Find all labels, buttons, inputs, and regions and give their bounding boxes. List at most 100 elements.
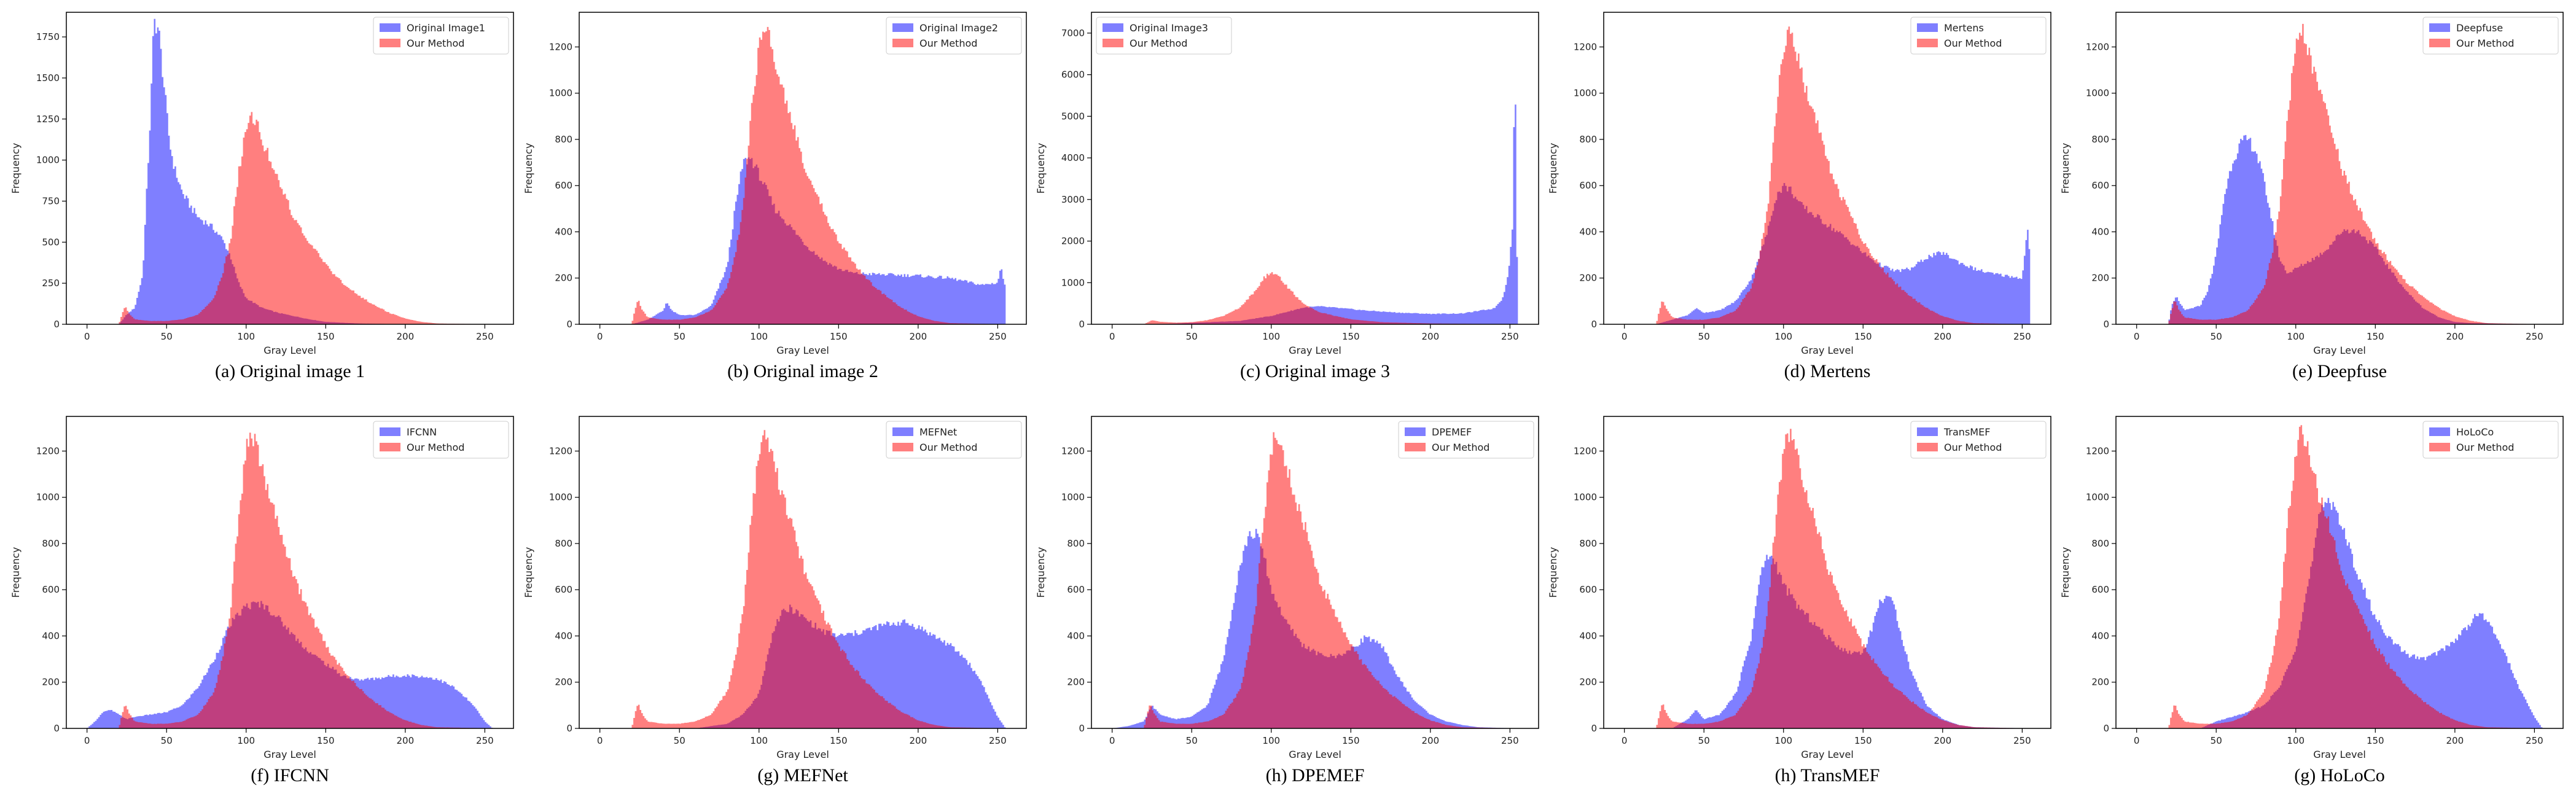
y-tick-label: 400 — [2091, 226, 2109, 237]
y-tick-label: 800 — [1579, 538, 1597, 549]
x-tick-label: 100 — [237, 735, 255, 746]
x-tick-label: 100 — [1774, 331, 1792, 342]
y-tick-label: 400 — [1579, 630, 1597, 641]
panel-caption: (g) MEFNet — [757, 765, 848, 786]
y-tick-label: 7000 — [1061, 28, 1085, 39]
x-tick-label: 150 — [2367, 735, 2384, 746]
legend-swatch — [1917, 23, 1938, 32]
y-tick-label: 0 — [53, 723, 60, 734]
y-tick-label: 6000 — [1061, 69, 1085, 80]
x-tick-label: 150 — [1342, 331, 1360, 342]
y-tick-label: 1750 — [36, 31, 60, 42]
histogram-panel-6: 0 50 100 150 200 250 0 200 400 600 800 1000 1200 Gray… — [10, 416, 514, 786]
y-tick-label: 200 — [555, 677, 572, 688]
y-tick-label: 0 — [1079, 319, 1085, 330]
y-tick-label: 1200 — [2086, 445, 2109, 456]
histogram-panel-3: 0 50 100 150 200 250 0 1000 2000 3000 4000 5000 6000… — [1035, 12, 1539, 381]
x-tick-label: 50 — [1698, 735, 1710, 746]
x-tick-label: 200 — [910, 735, 927, 746]
x-axis-label: Gray Level — [776, 749, 829, 760]
legend-swatch — [1917, 39, 1938, 47]
y-tick-label: 0 — [1079, 723, 1085, 734]
x-axis-label: Gray Level — [1801, 345, 1854, 356]
series-our-method-histogram — [1624, 26, 2032, 325]
y-tick-label: 1000 — [1574, 492, 1597, 503]
y-tick-label: 800 — [2091, 538, 2109, 549]
y-axis-label: Frequency — [523, 143, 534, 194]
x-tick-label: 150 — [2367, 331, 2384, 342]
histogram-panel-8: 0 50 100 150 200 250 0 200 400 600 800 1000 1200 Gray… — [1035, 416, 1539, 786]
y-tick-label: 1000 — [36, 492, 60, 503]
y-tick-label: 1250 — [36, 114, 60, 125]
x-tick-label: 50 — [1186, 735, 1198, 746]
y-axis-label: Frequency — [10, 143, 21, 194]
series-our-method-histogram — [2136, 425, 2544, 728]
series-our-method-histogram — [599, 26, 1007, 324]
y-tick-label: 600 — [42, 584, 60, 595]
legend-entry-label: Deepfuse — [2456, 22, 2503, 34]
legend: IFCNN Our Method — [373, 421, 509, 459]
x-tick-label: 50 — [1698, 331, 1710, 342]
y-tick-label: 600 — [1067, 584, 1085, 595]
legend-box — [886, 17, 1022, 55]
legend-swatch — [1917, 443, 1938, 451]
y-axis-label: Frequency — [1547, 143, 1559, 194]
legend-entry-label: Our Method — [1944, 442, 2002, 453]
x-tick-label: 150 — [830, 331, 848, 342]
panel-caption: (b) Original image 2 — [727, 361, 878, 381]
y-tick-label: 0 — [1591, 723, 1597, 734]
x-tick-label: 100 — [237, 331, 255, 342]
x-tick-label: 0 — [1109, 735, 1115, 746]
axes-frame — [2115, 416, 2564, 729]
axes-frame — [1603, 416, 2051, 729]
y-tick-label: 1200 — [1061, 445, 1085, 456]
y-axis-label: Frequency — [1547, 547, 1559, 598]
legend-swatch — [892, 443, 913, 451]
y-tick-label: 200 — [42, 677, 60, 688]
series-our-method-histogram — [2136, 23, 2544, 324]
x-tick-label: 150 — [1342, 735, 1360, 746]
histogram-panel-4: 0 50 100 150 200 250 0 200 400 600 800 1000 1200 Gray… — [1547, 12, 2051, 381]
legend-swatch — [1103, 23, 1123, 32]
panel-caption: (h) TransMEF — [1775, 765, 1880, 786]
y-tick-label: 1000 — [2086, 492, 2109, 503]
x-tick-label: 0 — [597, 331, 603, 342]
x-tick-label: 250 — [1501, 735, 1519, 746]
y-tick-label: 600 — [1579, 180, 1597, 191]
y-tick-label: 0 — [566, 723, 572, 734]
series-our-method-histogram — [87, 432, 494, 728]
y-tick-label: 0 — [53, 319, 60, 330]
legend-entry-label: Our Method — [919, 442, 977, 453]
legend-swatch — [380, 427, 400, 436]
legend-swatch — [380, 39, 400, 47]
axes-frame — [1603, 12, 2051, 325]
series-our-method-histogram — [1112, 272, 1520, 324]
x-axis-label: Gray Level — [2313, 345, 2366, 356]
x-tick-label: 150 — [1854, 735, 1872, 746]
histogram-panel-10: 0 50 100 150 200 250 0 200 400 600 800 1000 1200 Gray… — [2059, 416, 2564, 786]
x-tick-label: 100 — [2287, 735, 2305, 746]
x-axis-label: Gray Level — [1289, 749, 1341, 760]
x-tick-label: 200 — [2446, 735, 2464, 746]
panel-caption: (g) HoLoCo — [2294, 765, 2384, 786]
y-tick-label: 0 — [1591, 319, 1597, 330]
y-tick-label: 0 — [2103, 319, 2109, 330]
series-our-method-histogram — [599, 430, 1007, 728]
y-tick-label: 1200 — [1574, 41, 1597, 52]
y-tick-label: 200 — [1579, 677, 1597, 688]
x-tick-label: 50 — [2211, 331, 2222, 342]
x-tick-label: 200 — [397, 735, 415, 746]
panel-caption: (h) DPEMEF — [1266, 765, 1365, 786]
legend-entry-label: Original Image2 — [919, 22, 998, 34]
series-comparison-histogram — [599, 157, 1007, 324]
legend-swatch — [1103, 39, 1123, 47]
x-tick-label: 150 — [1854, 331, 1872, 342]
x-tick-label: 100 — [750, 735, 768, 746]
legend-box — [373, 17, 509, 55]
legend-entry-label: Our Method — [1130, 37, 1187, 49]
series-our-method-histogram — [87, 112, 494, 324]
y-tick-label: 800 — [555, 538, 572, 549]
legend: Original Image3 Our Method — [1096, 17, 1232, 55]
y-tick-label: 0 — [566, 319, 572, 330]
